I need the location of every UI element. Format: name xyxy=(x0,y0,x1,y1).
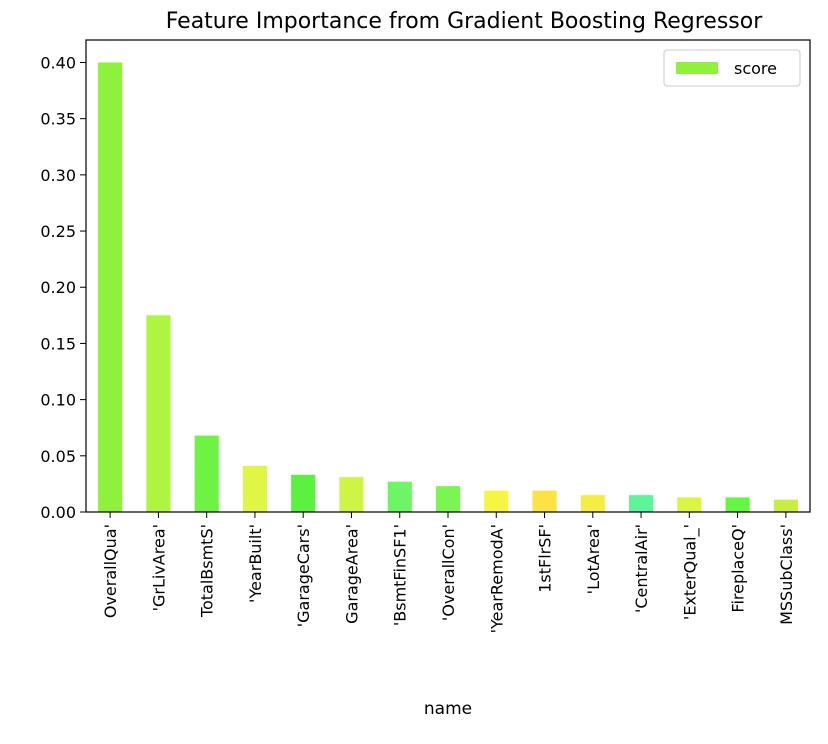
chart-title: Feature Importance from Gradient Boostin… xyxy=(166,9,764,34)
x-tick-label: MSSubClass' xyxy=(777,524,796,625)
plot-frame xyxy=(85,39,811,513)
bar-6 xyxy=(387,481,412,512)
x-tick-label: 'OverallCon' xyxy=(439,524,458,621)
bar-11 xyxy=(629,495,654,512)
y-tick-label: 0.00 xyxy=(40,503,76,522)
x-tick-label: 'GrLivArea' xyxy=(149,524,168,611)
x-tick-label: 'CentralAir' xyxy=(632,524,651,613)
bar-2 xyxy=(194,435,219,512)
legend-entry-score: score xyxy=(734,59,777,78)
bar-13 xyxy=(725,497,750,512)
x-axis-label: name xyxy=(424,699,472,719)
bar-4 xyxy=(291,474,316,512)
x-tick-label: 'GarageCars' xyxy=(294,524,313,627)
x-tick-label: TotalBsmtS' xyxy=(198,524,217,618)
legend-box xyxy=(663,49,801,87)
x-tick-label: FireplaceQ' xyxy=(729,524,748,613)
y-tick-label: 0.05 xyxy=(40,447,76,466)
legend-swatch xyxy=(676,62,718,74)
y-tick-label: 0.10 xyxy=(40,391,76,410)
x-tick-label: 1stFlrSF' xyxy=(536,524,555,593)
x-tick-label: 'YearRemodA' xyxy=(487,524,506,633)
bar-1 xyxy=(146,315,171,512)
y-tick-label: 0.30 xyxy=(40,166,76,185)
bar-3 xyxy=(242,465,267,512)
bar-9 xyxy=(532,490,557,512)
x-axis: OverallQua' 'GrLivArea' TotalBsmtS' 'YearBu… xyxy=(101,512,796,633)
legend: score xyxy=(663,49,801,87)
y-tick-label: 0.25 xyxy=(40,222,76,241)
x-tick-label: 'YearBuilt' xyxy=(246,524,265,603)
x-tick-label: GarageArea' xyxy=(342,524,361,624)
bar-14 xyxy=(773,499,798,512)
bar-8 xyxy=(484,490,509,512)
y-tick-label: 0.20 xyxy=(40,278,76,297)
y-tick-label: 0.15 xyxy=(40,334,76,353)
x-tick-label: 'BsmtFinSF1' xyxy=(391,524,410,626)
y-axis: 0.00 0.05 0.10 0.15 0.20 0.25 0.30 0.35 0.40 xyxy=(40,53,86,522)
bar-12 xyxy=(677,497,702,512)
bar-5 xyxy=(339,477,364,512)
y-tick-label: 0.35 xyxy=(40,110,76,129)
x-tick-label: 'LotArea' xyxy=(584,524,603,594)
bar-0 xyxy=(98,62,123,512)
y-tick-label: 0.40 xyxy=(40,53,76,72)
bar-10 xyxy=(580,495,605,512)
x-tick-label: 'ExterQual_' xyxy=(680,524,700,620)
x-tick-label: OverallQua' xyxy=(101,524,120,618)
bar-7 xyxy=(435,486,461,512)
bars xyxy=(98,62,798,512)
